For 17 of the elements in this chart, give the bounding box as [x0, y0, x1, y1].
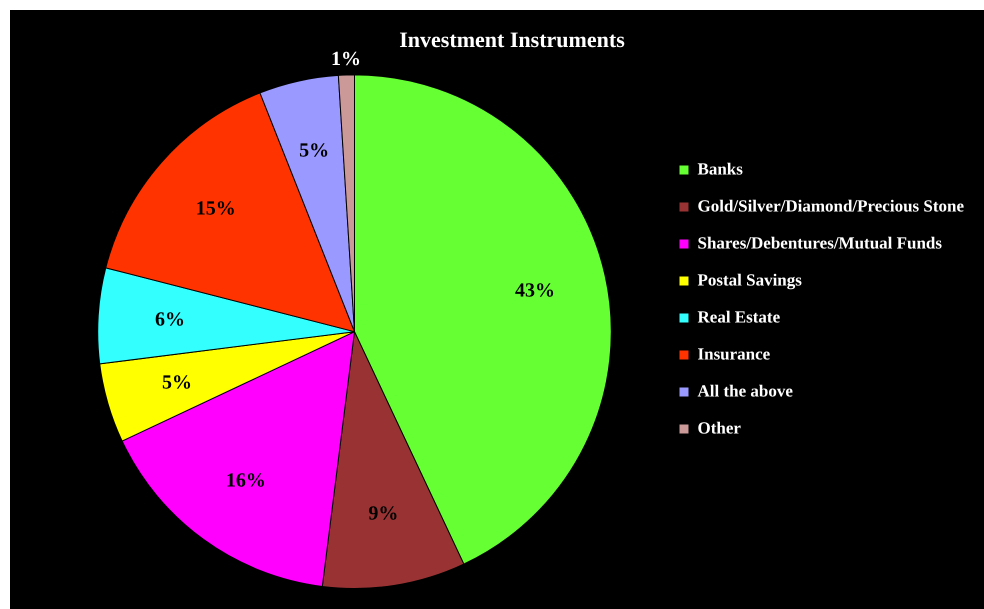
- data-label: 5%: [162, 371, 192, 394]
- legend-label: Gold/Silver/Diamond/Precious Stone: [697, 196, 964, 216]
- data-label: 1%: [330, 48, 361, 70]
- legend-label: Postal Savings: [697, 270, 802, 290]
- chart-title: Investment Instruments: [399, 26, 626, 52]
- data-label: 5%: [299, 139, 330, 162]
- data-label: 15%: [196, 198, 236, 220]
- data-label: 6%: [154, 308, 185, 330]
- data-label: 16%: [226, 469, 266, 492]
- data-label: 9%: [368, 502, 398, 524]
- legend-label: Insurance: [697, 344, 771, 364]
- legend-label: All the above: [697, 381, 794, 400]
- data-label: 43%: [514, 280, 555, 302]
- legend-label: Shares/Debentures/Mutual Funds: [697, 233, 942, 252]
- legend-label: Banks: [697, 159, 744, 178]
- legend-label: Real Estate: [697, 307, 781, 326]
- legend-label: Other: [697, 418, 742, 438]
